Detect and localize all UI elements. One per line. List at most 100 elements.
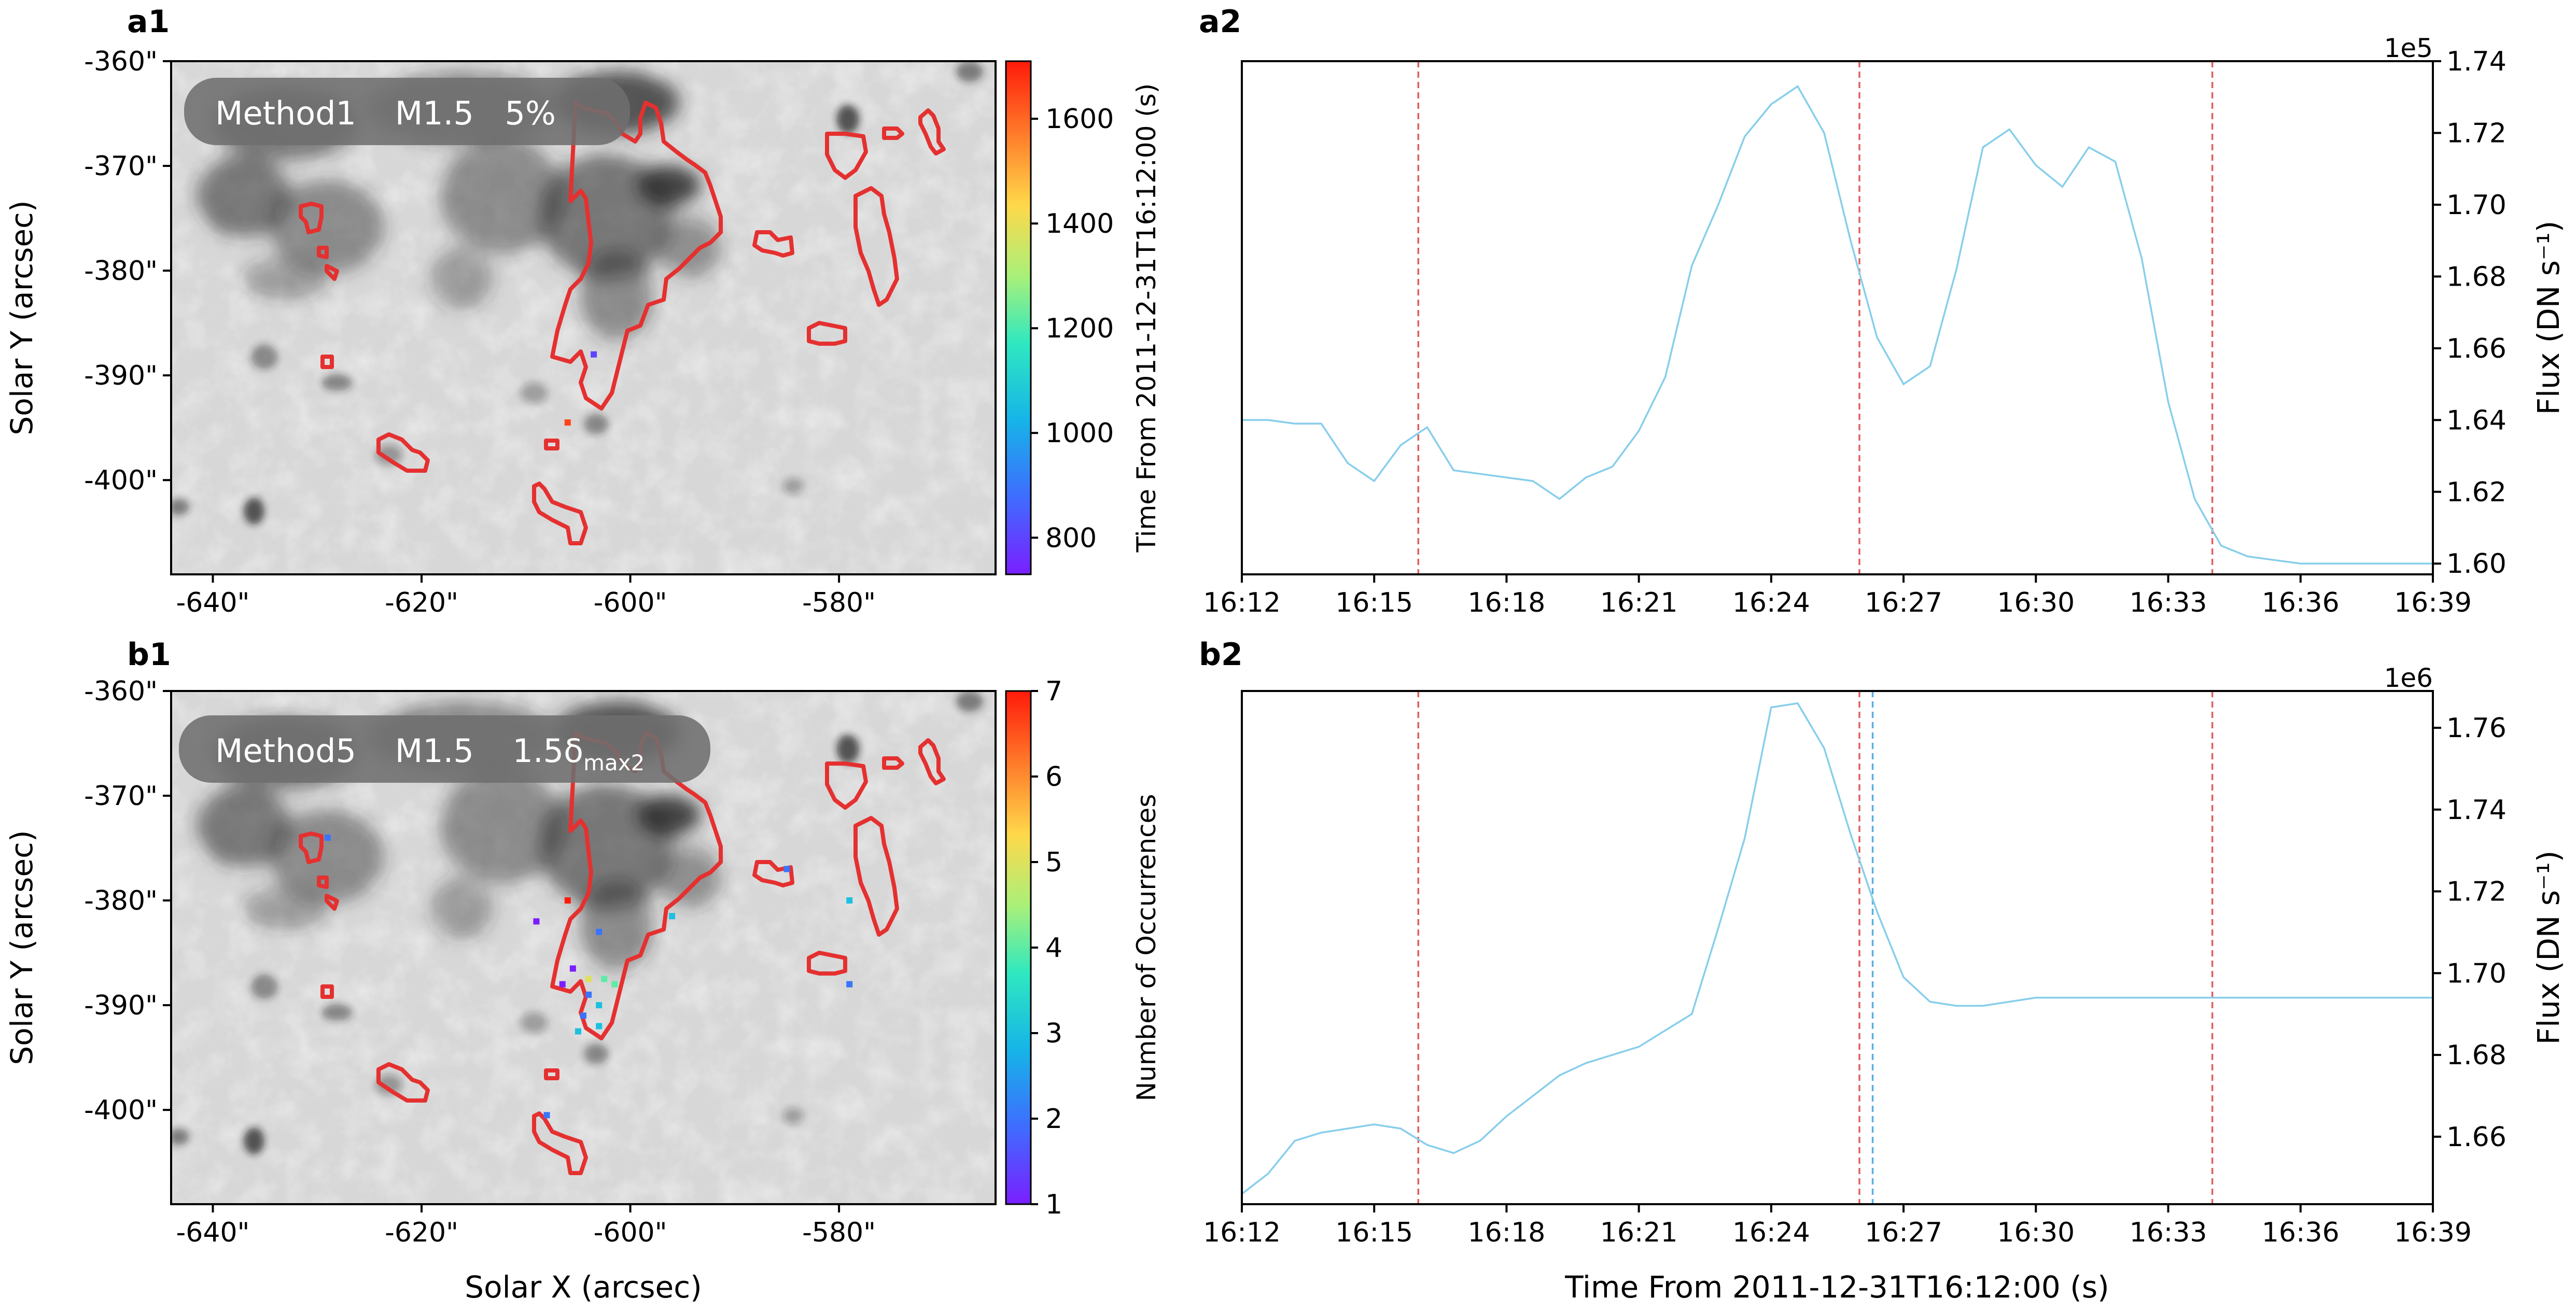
- data-point-b1: [575, 1028, 581, 1035]
- panel-b2: b2 Number of Occurrences 1e6 16:12 16:15 1…: [1131, 637, 2566, 1248]
- x-tick-label-a2: 16:15: [1335, 587, 1413, 618]
- badge-method-b1: Method5: [215, 732, 356, 770]
- y-tick-label-a2: 1.74: [2446, 46, 2507, 77]
- data-point-b1: [543, 1112, 550, 1119]
- y-tick-label-b1: -400": [84, 1095, 158, 1126]
- data-point-b1: [585, 991, 592, 998]
- y-tick-label-a2: 1.72: [2446, 118, 2507, 149]
- x-tick-label-a2: 16:36: [2262, 587, 2340, 618]
- badge-method-a1: Method1: [215, 94, 356, 132]
- badge-flare-b1: M1.5: [395, 732, 474, 770]
- badge-flare-a1: M1.5: [395, 94, 474, 132]
- y-tick-label-b1: -380": [84, 885, 158, 916]
- panel-b1: b1 Method5 M1.5 1.5δmax2 -640" -620" -600"…: [84, 637, 1062, 1248]
- data-point-b1: [846, 981, 853, 987]
- x-tick-label-b2: 16:15: [1335, 1217, 1413, 1248]
- y-tick-label-b2: 1.68: [2446, 1040, 2507, 1071]
- colorbar-tick-label-a1: 1400: [1045, 208, 1114, 239]
- y-tick-label-b2: 1.76: [2446, 713, 2507, 744]
- y-tick-label-a1: -390": [84, 360, 158, 391]
- plot-frame-b2: [1241, 690, 2434, 1205]
- x-tick-label-a1: -640": [176, 587, 250, 618]
- data-point-b1: [559, 981, 566, 987]
- data-point-b1: [533, 918, 540, 925]
- y-tick-label-b1: -360": [84, 676, 158, 707]
- data-point-b1: [669, 913, 676, 920]
- plot-frame-a1: [170, 60, 997, 575]
- y-tick-label-b2: 1.66: [2446, 1122, 2507, 1153]
- x-tick-label-b2: 16:36: [2262, 1217, 2340, 1248]
- data-point-a1: [591, 351, 597, 358]
- colorbar-tick-label-b1: 7: [1045, 676, 1062, 707]
- x-tick-label-b1: -640": [176, 1217, 250, 1248]
- y-tick-label-a2: 1.62: [2446, 477, 2507, 508]
- x-tick-label-b2: 16:24: [1732, 1217, 1810, 1248]
- x-tick-label-b2: 16:27: [1865, 1217, 1942, 1248]
- panel-a2: a2 Time From 2011-12-31T16:12:00 (s) 1e5…: [1131, 4, 2566, 618]
- colorbar-tick-label-a1: 800: [1045, 523, 1097, 554]
- x-tick-label-a1: -620": [385, 587, 458, 618]
- panel-label-b2: b2: [1199, 637, 1243, 673]
- data-point-a1: [564, 419, 571, 426]
- ylabel-left-a1: Solar Y (arcsec): [4, 200, 39, 435]
- x-tick-label-a2: 16:12: [1203, 587, 1281, 618]
- data-point-b1: [601, 976, 608, 982]
- data-point-b1: [783, 866, 790, 872]
- offset-text-a2: 1e5: [2384, 33, 2433, 63]
- y-tick-label-b1: -390": [84, 990, 158, 1021]
- x-tick-label-a1: -600": [594, 587, 667, 618]
- data-point-b1: [580, 1012, 586, 1019]
- solar-map-b1: [169, 691, 996, 1204]
- colorbar-tick-label-a1: 1200: [1045, 313, 1114, 344]
- ylabel-left-b2: Number of Occurrences: [1131, 794, 1161, 1102]
- badge-threshold-a1: 5%: [505, 94, 556, 132]
- x-tick-label-a2: 16:24: [1732, 587, 1810, 618]
- x-tick-label-b2: 16:12: [1203, 1217, 1281, 1248]
- ylabel-left-b1: Solar Y (arcsec): [4, 830, 39, 1065]
- x-tick-label-b2: 16:30: [1997, 1217, 2075, 1248]
- y-tick-label-a2: 1.70: [2446, 190, 2507, 221]
- colorbar-tick-label-b1: 6: [1045, 761, 1062, 793]
- ylabel-right-b2: Flux (DN s⁻¹): [2531, 851, 2566, 1045]
- data-point-b1: [585, 976, 592, 982]
- y-tick-label-a2: 1.60: [2446, 548, 2507, 580]
- badge-threshold-sub-b1: max2: [583, 750, 645, 775]
- y-tick-label-b1: -370": [84, 781, 158, 812]
- x-tick-label-b2: 16:33: [2130, 1217, 2207, 1248]
- plot-frame-a2: [1241, 60, 2434, 575]
- offset-text-b2: 1e6: [2384, 663, 2433, 693]
- y-tick-label-a1: -380": [84, 256, 158, 287]
- x-tick-label-b1: -600": [594, 1217, 667, 1248]
- x-tick-label-b1: -620": [385, 1217, 458, 1248]
- y-tick-label-a2: 1.64: [2446, 405, 2507, 436]
- x-tick-label-a2: 16:27: [1865, 587, 1942, 618]
- colorbar-tick-label-b1: 5: [1045, 847, 1062, 878]
- data-point-b1: [324, 834, 331, 841]
- flux-curve-a2: [1242, 84, 2433, 565]
- ylabel-right-a2: Flux (DN s⁻¹): [2531, 221, 2566, 415]
- y-tick-label-b2: 1.72: [2446, 877, 2507, 908]
- panel-label-a1: a1: [127, 4, 170, 40]
- xlabel-left: Solar X (arcsec): [465, 1269, 702, 1305]
- data-point-b1: [564, 897, 571, 904]
- badge-a1: Method1 M1.5 5%: [184, 78, 630, 145]
- colorbar-tick-label-b1: 2: [1045, 1104, 1062, 1135]
- x-tick-label-a2: 16:39: [2394, 587, 2472, 618]
- xlabel-right: Time From 2011-12-31T16:12:00 (s): [1564, 1269, 2109, 1305]
- x-tick-label-a2: 16:21: [1600, 587, 1678, 618]
- flux-curve-b2: [1241, 702, 2433, 1195]
- x-tick-label-a1: -580": [802, 587, 876, 618]
- data-point-b1: [846, 897, 853, 904]
- badge-b1: Method5 M1.5 1.5δmax2: [179, 715, 710, 783]
- badge-threshold-b1: 1.5δ: [513, 732, 584, 770]
- x-tick-label-b2: 16:21: [1600, 1217, 1678, 1248]
- colorbar-tick-label-a1: 1000: [1045, 418, 1114, 449]
- solar-map-a1: [169, 61, 996, 574]
- data-point-b1: [569, 965, 576, 972]
- colorbar-tick-label-b1: 1: [1045, 1189, 1062, 1220]
- data-point-b1: [596, 1023, 603, 1029]
- colorbar-b1: 1 2 3 4 5 6 7: [1005, 676, 1062, 1220]
- colorbar-tick-label-b1: 3: [1045, 1018, 1062, 1049]
- y-tick-label-a1: -370": [84, 151, 158, 182]
